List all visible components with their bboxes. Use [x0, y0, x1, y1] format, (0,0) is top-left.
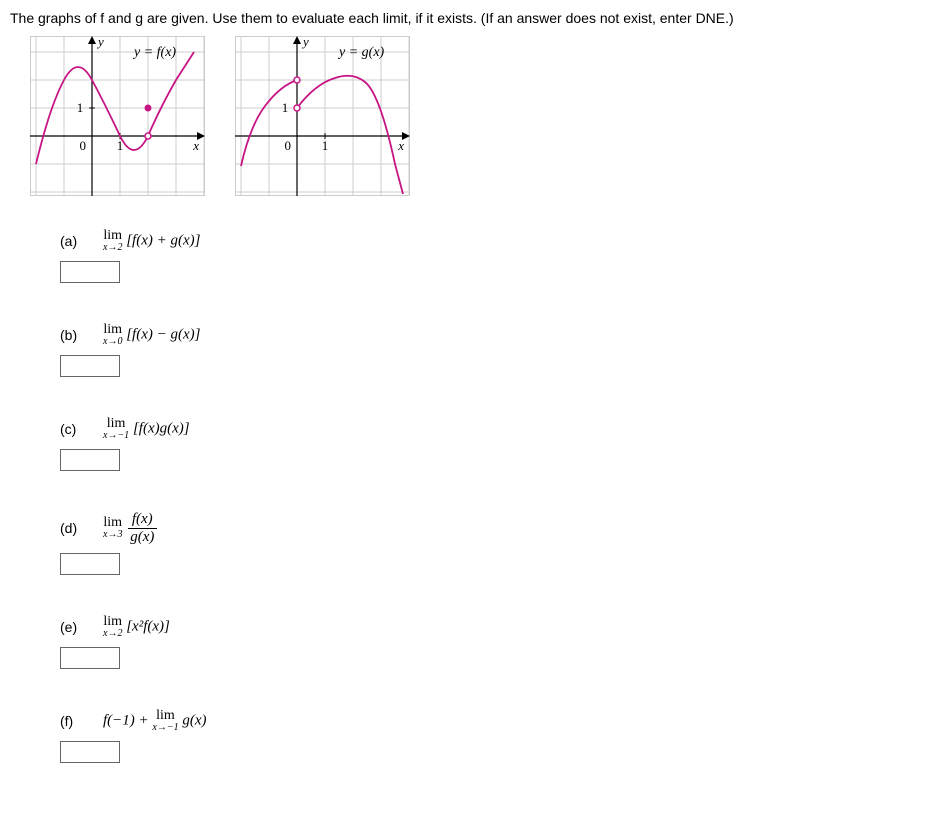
question-c: (c) lim x→−1 [f(x)g(x)]	[60, 417, 928, 471]
svg-text:y: y	[301, 36, 309, 49]
graph-g: 0 1 1 y x y = g(x)	[235, 36, 410, 199]
svg-text:0: 0	[285, 138, 292, 153]
answer-input-d[interactable]	[60, 553, 120, 575]
question-label: (a)	[60, 233, 88, 249]
svg-text:y = f(x): y = f(x)	[132, 45, 176, 60]
answer-input-c[interactable]	[60, 449, 120, 471]
question-a: (a) lim x→2 [f(x) + g(x)]	[60, 229, 928, 283]
svg-text:1: 1	[322, 138, 329, 153]
answer-input-a[interactable]	[60, 261, 120, 283]
answer-input-f[interactable]	[60, 741, 120, 763]
problem-prompt: The graphs of f and g are given. Use the…	[10, 10, 928, 26]
questions-list: (a) lim x→2 [f(x) + g(x)] (b) lim x→0 [f…	[60, 229, 928, 763]
svg-text:0: 0	[80, 138, 87, 153]
graph-f: 011yxy = f(x)	[30, 36, 205, 199]
graphs-row: 0 1 1 y x y = f(x) 0 1 1 y x y = g(x)	[30, 36, 928, 199]
question-d: (d) lim x→3 f(x) g(x)	[60, 511, 928, 575]
question-expression: lim x→0 [f(x) − g(x)]	[103, 323, 200, 347]
svg-text:y: y	[96, 36, 104, 49]
question-label: (d)	[60, 520, 88, 536]
question-e: (e) lim x→2 [x²f(x)]	[60, 615, 928, 669]
question-f: (f) f(−1) + lim x→−1 g(x)	[60, 709, 928, 763]
question-expression: lim x→2 [x²f(x)]	[103, 615, 170, 639]
question-label: (b)	[60, 327, 88, 343]
answer-input-b[interactable]	[60, 355, 120, 377]
svg-text:x: x	[397, 138, 404, 153]
question-expression: lim x→3 f(x) g(x)	[103, 511, 158, 545]
svg-text:y = g(x): y = g(x)	[337, 45, 385, 60]
question-label: (c)	[60, 421, 88, 437]
question-expression: f(−1) + lim x→−1 g(x)	[103, 709, 207, 733]
question-expression: lim x→−1 [f(x)g(x)]	[103, 417, 190, 441]
svg-text:x: x	[192, 138, 199, 153]
question-b: (b) lim x→0 [f(x) − g(x)]	[60, 323, 928, 377]
question-label: (e)	[60, 619, 88, 635]
svg-text:1: 1	[282, 100, 289, 115]
svg-text:1: 1	[77, 100, 84, 115]
question-expression: lim x→2 [f(x) + g(x)]	[103, 229, 200, 253]
question-label: (f)	[60, 713, 88, 729]
answer-input-e[interactable]	[60, 647, 120, 669]
